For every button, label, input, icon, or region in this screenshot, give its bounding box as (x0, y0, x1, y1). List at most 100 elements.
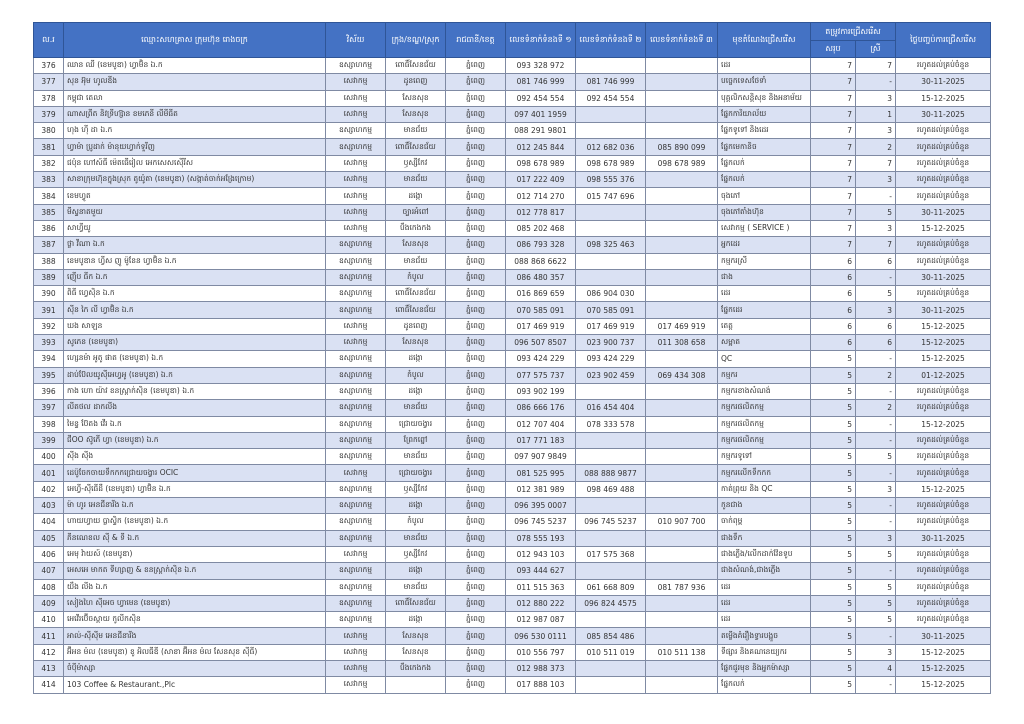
cell-position: ដេរ (717, 594, 811, 613)
cell-total: 7 (810, 73, 856, 91)
cell-sector: ឧស្សាហកម្ម (325, 578, 386, 596)
cell-female: 3 (854, 122, 897, 140)
cell-phone-1: 012 778 817 (505, 203, 576, 221)
cell-phone-3 (645, 268, 718, 287)
cell-no: 405 (33, 529, 64, 547)
cell-no: 412 (33, 643, 64, 661)
cell-phone-3 (645, 219, 718, 238)
cell-district: មានជ័យ (385, 122, 446, 140)
cell-phone-1: 088 868 6622 (505, 252, 576, 270)
cell-phone-1: 093 328 972 (505, 56, 576, 75)
cell-deadline: រហូតដល់គ្រប់ចំនួន (895, 252, 992, 270)
cell-company-name: ពិធី ហ្វេស៊ិន ឯ.ក (63, 285, 326, 303)
cell-position: កូនជាង (717, 497, 811, 515)
cell-sector: ឧស្សាហកម្ម (325, 285, 386, 303)
table-row: 398 មៃន្ទ ប៊ែតង វើរ ឯ.ក ឧស្សាហកម្ម ជ្រោយចង្… (33, 415, 992, 433)
cell-deadline: រហូតដល់គ្រប់ចំនួន (895, 594, 992, 613)
cell-total: 6 (810, 252, 856, 270)
cell-phone-2 (575, 562, 646, 580)
cell-female: - (854, 431, 897, 450)
cell-no: 393 (33, 334, 64, 352)
table-row: 394 ហ្សេនម៉ា អូតូ ផាត (ខេមបូឌា) ឯ.ក ឧស្សាហ… (33, 350, 992, 368)
cell-total: 5 (810, 480, 856, 499)
cell-phone-2: 098 469 488 (575, 480, 646, 499)
cell-deadline: រហូតដល់គ្រប់ចំនួន (895, 285, 992, 303)
cell-company-name: អ៊ីអន ម៉ល (ខេមបូឌា) ខូ អិលធីឌី (សាខា អ៊ី… (63, 643, 326, 661)
cell-district: ដូនពេញ (385, 73, 446, 91)
cell-company-name: អេហ្វី-ស៊ីធើដឺ (ខេមបូឌា) ហ្វាម៊ិន ឯ.ក (63, 480, 326, 499)
table-row: 388 ខេមបូឌាន ហ្វីស ញូ ម៉ូនែន ហ្វាម៊ិន ឯ.ក… (33, 252, 992, 270)
table-row: 376 ឈាន ឈី (ខេមបូឌា) ហ្វាម៊ិន ឯ.ក ឧស្សាហកម… (33, 56, 992, 75)
cell-female: 5 (854, 578, 897, 596)
cell-sector: ឧស្សាហកម្ម (325, 594, 386, 613)
cell-district: មានជ័យ (385, 171, 446, 189)
cell-district: ពោធិ៍សែនជ័យ (385, 56, 446, 75)
cell-female: 2 (854, 138, 897, 156)
cell-phone-3 (645, 562, 718, 580)
cell-deadline: រហូតដល់គ្រប់ចំនួន (895, 545, 992, 564)
cell-phone-1: 012 943 103 (505, 545, 576, 564)
cell-sector: សេវាកម្ម (325, 464, 386, 482)
cell-deadline: រហូតដល់គ្រប់ចំនួន (895, 497, 992, 515)
cell-no: 377 (33, 73, 64, 91)
cell-company-name: លីតថល ដាកលីង (63, 399, 326, 417)
cell-female: 3 (854, 171, 897, 189)
cell-deadline: រហូតដល់គ្រប់ចំនួន (895, 578, 992, 596)
cell-female: 7 (854, 154, 897, 173)
cell-district: សែនសុខ (385, 627, 446, 645)
cell-female: 5 (854, 285, 897, 303)
cell-no: 414 (33, 676, 64, 694)
cell-district: ពោធិ៍សែនជ័យ (385, 138, 446, 156)
cell-total: 5 (810, 415, 856, 433)
cell-phone-2 (575, 268, 646, 287)
cell-district: ព្រែកព្នៅ (385, 431, 446, 450)
cell-deadline: 30-11-2025 (895, 268, 992, 287)
cell-female: - (854, 382, 897, 401)
cell-phone-3 (645, 431, 718, 450)
header-company-name: ឈ្មោះសហគ្រាស ក្រុមហ៊ុន រោងចក្រ (63, 22, 326, 58)
cell-sector: សេវាកម្ម (325, 203, 386, 221)
cell-sector: ឧស្សាហកម្ម (325, 301, 386, 319)
cell-phone-1: 017 222 409 (505, 171, 576, 189)
cell-position: ចុងភៅ (717, 187, 811, 205)
cell-phone-2 (575, 659, 646, 678)
cell-district: ជ្រោយចង្វារ (385, 415, 446, 433)
cell-company-name: ស៊ីង ស៊ីង (63, 448, 326, 466)
table-row: 387 ថ្លា វីណា ឯ.ក ឧស្សាហកម្ម សែនសុខ ភ្នំពេញ 0… (33, 236, 992, 254)
cell-phone-2: 092 454 554 (575, 89, 646, 107)
cell-phone-2 (575, 431, 646, 450)
cell-phone-1: 097 907 9849 (505, 448, 576, 466)
cell-phone-3: 011 308 658 (645, 334, 718, 352)
cell-total: 5 (810, 382, 856, 401)
cell-district: ដង្កោ (385, 187, 446, 205)
job-vacancy-table: ល.រ ឈ្មោះសហគ្រាស ក្រុមហ៊ុន រោងចក្រ វិស័យ… (33, 22, 992, 694)
cell-phone-1: 077 575 737 (505, 366, 576, 384)
header-position: មុខតំណែងជ្រើសរើស (717, 22, 811, 58)
cell-deadline: រហូតដល់គ្រប់ចំនួន (895, 399, 992, 417)
cell-province: ភ្នំពេញ (445, 73, 506, 91)
cell-phone-3: 010 511 138 (645, 643, 718, 661)
cell-phone-1: 017 771 183 (505, 431, 576, 450)
cell-district: ឫស្សីកែវ (385, 545, 446, 564)
table-row: 393 សូភេន (ខេមបូឌា) សេវាកម្ម សែនសុខ ភ្នំពេញ 0… (33, 334, 992, 352)
cell-position: កម្មករទូទៅ (717, 448, 811, 466)
cell-female: 3 (854, 529, 897, 547)
cell-phone-3 (645, 56, 718, 75)
cell-female: - (854, 513, 897, 531)
cell-phone-3 (645, 285, 718, 303)
cell-no: 409 (33, 594, 64, 613)
cell-sector: ឧស្សាហកម្ម (325, 562, 386, 580)
cell-deadline: 15-12-2025 (895, 317, 992, 336)
header-demand: តម្រូវការជ្រើសរើស (809, 22, 897, 41)
table-row: 395 ដាប់ប៊ែលយូស៊ីអេហ្វអូ (ខេមបូឌា) ឯ.ក ឧស្… (33, 366, 992, 384)
cell-province: ភ្នំពេញ (445, 545, 506, 564)
header-total: សរុប (810, 40, 856, 58)
cell-phone-2 (575, 448, 646, 466)
cell-no: 383 (33, 171, 64, 189)
cell-province: ភ្នំពេញ (445, 252, 506, 270)
cell-district: កំបូល (385, 366, 446, 384)
cell-district: បឹងកេងកង (385, 219, 446, 238)
cell-female: 3 (854, 89, 897, 107)
cell-sector: ឧស្សាហកម្ម (325, 122, 386, 140)
cell-deadline: 30-11-2025 (895, 627, 992, 645)
